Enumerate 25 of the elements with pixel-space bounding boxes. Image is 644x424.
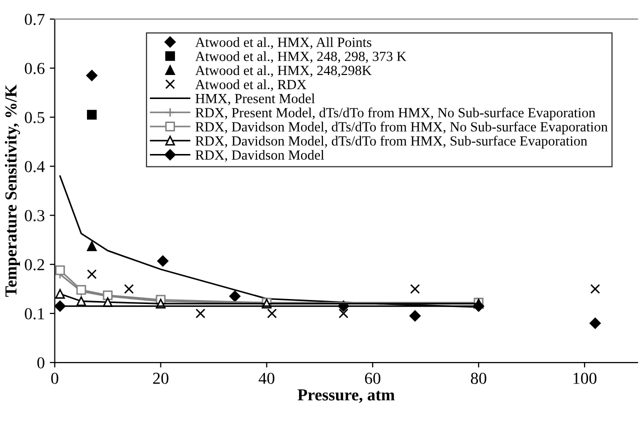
x-tick-label: 40 (258, 372, 274, 384)
x-tick-label: 0 (51, 372, 58, 384)
y-tick-label: 0.5 (24, 112, 44, 124)
legend-label: HMX, Present Model (196, 93, 315, 106)
legend-label: Atwood et al., HMX, 248,298K (195, 65, 372, 78)
x-tick-label: 100 (574, 372, 596, 384)
legend-label: Atwood et al., HMX, 248, 298, 373 K (195, 51, 406, 64)
legend-label: RDX, Davidson Model (196, 150, 324, 162)
x-tick-label: 80 (470, 372, 486, 384)
legend-label: Atwood et al., RDX (195, 79, 306, 92)
y-tick-label: 0.2 (24, 259, 44, 270)
y-tick-label: 0.1 (24, 308, 44, 320)
x-tick-label: 20 (153, 372, 168, 384)
x-tick-label: 60 (365, 372, 380, 384)
legend-label: RDX, Davidson Model, dTs/dTo from HMX, No Sub-surface Evaporation (196, 122, 608, 134)
y-tick-label: 0 (37, 357, 44, 368)
legend-label: Atwood et al., HMX, All Points (195, 37, 372, 49)
y-tick-label: 0.4 (24, 160, 45, 172)
legend-label: RDX, Present Model, dTs/dTo from HMX, No Sub-surface Evaporation (196, 107, 596, 120)
y-axis-title: Temperature Sensitivity, %/K (4, 84, 20, 297)
y-tick-label: 0.3 (24, 210, 44, 222)
y-tick-label: 0.7 (24, 14, 45, 26)
x-axis-title: Pressure, atm (298, 389, 395, 403)
y-tick-label: 0.6 (24, 62, 45, 74)
legend-label: RDX, Davidson Model, dTs/dTo from HMX, Sub-surface Evaporation (196, 136, 588, 148)
